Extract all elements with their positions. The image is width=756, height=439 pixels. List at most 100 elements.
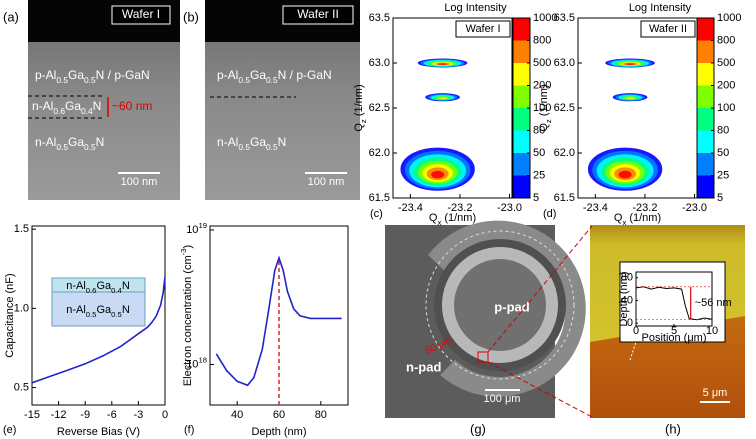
panel-label: (e) xyxy=(3,424,16,436)
text-part: n-Al xyxy=(35,135,56,149)
colorbar-tick-label: 500 xyxy=(717,57,735,69)
panel-label: (g) xyxy=(470,421,486,436)
y-tick-label: 1.5 xyxy=(14,223,29,235)
colorbar-band xyxy=(513,130,530,153)
x-tick-label: -23.0 xyxy=(497,202,522,214)
text-part: 0.5 xyxy=(84,75,96,85)
colorbar-band xyxy=(513,153,530,176)
colorbar-band xyxy=(697,130,714,153)
panel-label: (d) xyxy=(543,208,556,220)
pad-label: p-pad xyxy=(494,299,529,314)
text-part: 10 xyxy=(186,224,198,236)
intensity-blob xyxy=(618,170,632,179)
y-tick-label: 1.0 xyxy=(14,302,29,314)
text-part: N / p-GaN xyxy=(96,68,150,82)
y-tick-label: 61.5 xyxy=(554,192,575,204)
text-part: N xyxy=(122,304,130,316)
text-part: 0.6 xyxy=(53,106,65,116)
text-part: 0.5 xyxy=(111,310,122,319)
colorbar-tick-label: 80 xyxy=(533,124,545,136)
colorbar-tick-label: 800 xyxy=(533,34,551,46)
y-axis-label: Qz (1/nm) xyxy=(353,84,368,131)
plot-frame xyxy=(635,271,713,327)
text-part: Q xyxy=(538,123,550,132)
x-tick-label: -23.0 xyxy=(682,202,707,214)
text-part: Ga xyxy=(68,68,84,82)
text-part: 0.5 xyxy=(238,75,250,85)
colorbar-tick-label: 100 xyxy=(717,102,735,114)
y-tick-label: 62.5 xyxy=(369,102,390,114)
layer-label: n-Al0.5Ga0.5N xyxy=(217,135,286,152)
text-part: Ga xyxy=(96,304,112,316)
x-axis-label: Qx (1/nm) xyxy=(429,212,476,227)
text-part: Q xyxy=(353,123,365,132)
y-axis-label: Capacitance (nF) xyxy=(4,273,16,357)
text-part: ) xyxy=(182,245,194,249)
text-part: 0.5 xyxy=(238,142,250,152)
layer-label: n-Al0.6Ga0.4N xyxy=(32,99,101,116)
thickness-label: ~60 nm xyxy=(112,99,152,113)
text-part: 0.5 xyxy=(56,75,68,85)
colorbar-band xyxy=(697,18,714,41)
colorbar-title: Log Intensity xyxy=(444,2,507,14)
text-part: z xyxy=(544,119,553,123)
profile-line xyxy=(629,329,641,361)
pad-label: n-pad xyxy=(406,359,441,374)
layer-label: p-Al0.5Ga0.5N / p-GaN xyxy=(35,68,150,85)
annotation-box xyxy=(640,20,696,38)
colorbar-tick-label: 200 xyxy=(717,79,735,91)
text-part: 0.4 xyxy=(81,106,93,116)
colorbar-tick-label: 100 xyxy=(533,102,551,114)
x-tick-label: 60 xyxy=(273,409,285,421)
panel-label: (a) xyxy=(3,9,19,24)
x-tick-label: -23.4 xyxy=(583,202,608,214)
layer-label: p-Al0.5Ga0.5N / p-GaN xyxy=(217,68,332,85)
inset-label: n-Al0.6Ga0.4N xyxy=(66,280,130,295)
tag: Wafer II xyxy=(297,7,339,21)
y-tick-label: 63.0 xyxy=(369,57,390,69)
x-axis-label: Qx (1/nm) xyxy=(614,212,661,227)
text-part: Q xyxy=(429,212,438,224)
x-tick-label: 10 xyxy=(706,325,718,337)
scale-label: 5 μm xyxy=(703,387,728,399)
colorbar-tick-label: 200 xyxy=(533,79,551,91)
panel-label: (b) xyxy=(183,9,199,24)
y-tick-label: 63.5 xyxy=(369,12,390,24)
text-part: p-Al xyxy=(217,68,238,82)
x-tick-label: -23.2 xyxy=(632,202,657,214)
text-part: n-Al xyxy=(217,135,238,149)
text-part: 0.6 xyxy=(86,286,97,295)
colorbar-title: Log Intensity xyxy=(629,2,692,14)
intensity-blob xyxy=(626,97,635,100)
text-part: 19 xyxy=(198,220,207,229)
text-part: (1/nm) xyxy=(441,212,476,224)
y-tick-label: 63.5 xyxy=(554,12,575,24)
x-axis-label: Reverse Bias (V) xyxy=(57,426,140,438)
text-part: N xyxy=(93,99,102,113)
text-part: 18 xyxy=(198,355,207,364)
tag: Wafer I xyxy=(122,7,160,21)
guide-circle xyxy=(425,230,575,380)
text-part: x xyxy=(622,218,626,227)
annotation: ~56 nm xyxy=(695,297,732,309)
text-part: (1/nm) xyxy=(626,212,661,224)
tag-box xyxy=(282,5,354,25)
y-axis-label: Depth (nm) xyxy=(618,271,630,326)
x-tick-label: 0 xyxy=(162,409,168,421)
plot-frame xyxy=(209,225,349,406)
text-part: 0.5 xyxy=(266,75,278,85)
inset-layer xyxy=(51,291,146,327)
y-tick-label: 80 xyxy=(621,272,633,284)
zoom-box xyxy=(477,351,489,363)
y-tick-label: 0 xyxy=(627,317,633,329)
y-tick-label: 0.5 xyxy=(14,381,29,393)
scale-label: 100 nm xyxy=(121,176,158,188)
colorbar-tick-label: 5 xyxy=(717,192,723,204)
text-part: N xyxy=(122,280,130,292)
text-part: Q xyxy=(614,212,623,224)
colorbar-band xyxy=(513,18,530,41)
text-part: 0.5 xyxy=(86,310,97,319)
colorbar-band xyxy=(513,40,530,63)
text-part: z xyxy=(359,119,368,123)
colorbar-band xyxy=(513,63,530,86)
